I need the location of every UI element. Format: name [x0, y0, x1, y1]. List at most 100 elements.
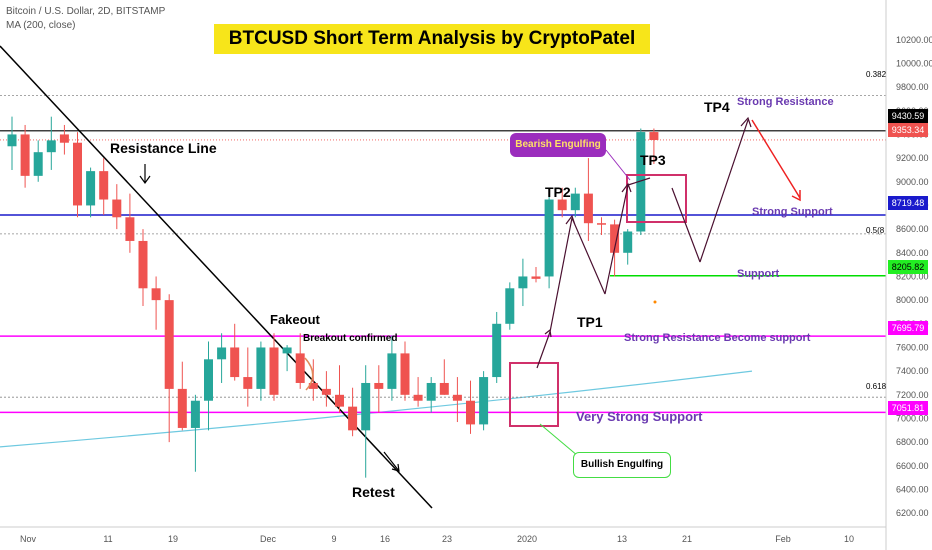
fib-0382-label: 0.382	[866, 70, 887, 79]
ma200-layer	[0, 370, 753, 448]
projection-arrow	[751, 119, 801, 202]
candle-up	[7, 134, 17, 147]
x-tick-label: 10	[844, 534, 854, 544]
candle-up	[190, 400, 200, 428]
candle-up	[361, 382, 371, 431]
bullish-engulfing-box	[509, 362, 559, 427]
tp4-label: TP4	[704, 99, 730, 115]
y-tick-label: 6200.00	[896, 508, 929, 518]
candle-up	[33, 152, 43, 176]
tp1-label: TP1	[577, 314, 603, 330]
trendline-layer	[0, 45, 433, 509]
candle-up	[623, 231, 633, 253]
horizontal-levels	[0, 94, 886, 414]
y-tick-label: 7000.00	[896, 413, 929, 423]
y-tick-label: 6400.00	[896, 484, 929, 494]
candle-down	[649, 132, 659, 140]
candle-up	[505, 288, 515, 324]
bearish-callout-connector	[605, 149, 631, 181]
strong-support-label: Strong Support	[752, 206, 833, 218]
candle-down	[295, 353, 305, 383]
tp3-label: TP3	[640, 152, 666, 168]
very-strong-support-label: Very Strong Support	[576, 409, 703, 424]
tp-path-arrows	[536, 116, 752, 369]
candles-layer	[7, 116, 659, 478]
candle-down	[557, 199, 567, 211]
price-badge-8205: 8205.82	[888, 260, 928, 274]
price-axis: 6200.00 6400.00 6600.00 6800.00 7000.00 7200.…	[885, 0, 932, 550]
candle-up	[282, 347, 292, 354]
breakout-confirmed-label: Breakout confirmed	[303, 333, 398, 344]
strong-resistance-become-support-label: Strong Resistance Become support	[624, 332, 811, 344]
price-badge-8719: 8719.48	[888, 196, 928, 210]
y-tick-label: 8600.00	[896, 224, 929, 234]
y-tick-label: 8200.00	[896, 271, 929, 281]
candle-down	[164, 300, 174, 389]
x-tick-label: 19	[168, 534, 178, 544]
resistance-arrow	[139, 164, 151, 185]
candle-down	[59, 134, 69, 143]
x-tick-label: 11	[103, 534, 112, 544]
candle-down	[466, 400, 475, 425]
candle-down	[439, 382, 449, 395]
x-tick-label: Dec	[260, 534, 277, 544]
x-tick-label: Feb	[775, 534, 791, 544]
drawings-layer	[139, 116, 801, 472]
candle-down	[308, 382, 318, 389]
y-tick-label: 7200.00	[896, 390, 929, 400]
price-badge-9353: 9353.34	[888, 123, 928, 137]
x-tick-label: 13	[617, 534, 627, 544]
y-tick-label: 10000.00	[896, 58, 932, 68]
y-tick-label: 9800.00	[896, 82, 929, 92]
bearish-engulfing-callout: Bearish Engulfing	[510, 133, 606, 157]
indicator-header: MA (200, close)	[6, 20, 76, 31]
candle-up	[426, 382, 436, 401]
candle-down	[321, 388, 331, 395]
x-tick-label: Nov	[20, 534, 37, 544]
y-tick-label: 7600.00	[896, 342, 929, 352]
candle-down	[413, 394, 423, 401]
candle-up	[518, 276, 528, 289]
candle-up	[387, 353, 397, 389]
candle-up	[636, 132, 646, 232]
candle-up	[570, 193, 580, 211]
candle-up	[217, 347, 227, 360]
candle-up	[479, 377, 489, 425]
candle-down	[177, 388, 187, 428]
candle-up	[256, 347, 266, 389]
candle-up	[204, 359, 213, 401]
chart-title: BTCUSD Short Term Analysis by CryptoPate…	[214, 24, 650, 54]
y-tick-label: 7400.00	[896, 366, 929, 376]
candle-down	[243, 377, 253, 389]
y-tick-label: 6800.00	[896, 437, 929, 447]
candle-up	[544, 199, 554, 277]
tp2-label: TP2	[545, 184, 571, 200]
candle-down	[125, 217, 135, 241]
y-tick-label: 9200.00	[896, 153, 929, 163]
candle-down	[348, 406, 358, 431]
fakeout-bracket	[304, 357, 314, 391]
bearish-engulfing-box	[626, 174, 687, 223]
candle-down	[400, 353, 410, 395]
candle-down	[138, 240, 148, 289]
symbol-header: Bitcoin / U.S. Dollar, 2D, BITSTAMP	[6, 6, 166, 17]
candle-down	[531, 276, 541, 279]
candle-down	[269, 347, 279, 395]
strong-resistance-label: Strong Resistance	[737, 96, 834, 108]
x-tick-label: 9	[331, 534, 336, 544]
x-tick-label: 16	[380, 534, 390, 544]
fib-0618-label: 0.618	[866, 382, 887, 391]
candle-down	[20, 134, 30, 176]
candle-down	[151, 288, 161, 301]
candle-down	[112, 199, 122, 218]
fakeout-label: Fakeout	[270, 312, 320, 327]
y-tick-label: 9000.00	[896, 177, 929, 187]
x-tick-label: 21	[682, 534, 692, 544]
y-tick-label: 10200.00	[896, 35, 932, 45]
price-badge-9430: 9430.59	[888, 109, 928, 123]
candle-down	[335, 394, 344, 407]
ma200-line	[0, 370, 753, 448]
candle-down	[452, 394, 462, 401]
candle-down	[99, 171, 109, 200]
